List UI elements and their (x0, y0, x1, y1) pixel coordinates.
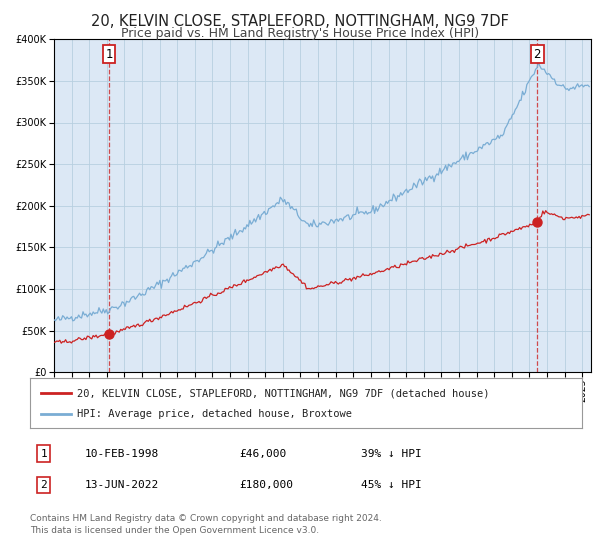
Text: This data is licensed under the Open Government Licence v3.0.: This data is licensed under the Open Gov… (30, 525, 319, 535)
Text: 39% ↓ HPI: 39% ↓ HPI (361, 449, 422, 459)
Text: HPI: Average price, detached house, Broxtowe: HPI: Average price, detached house, Brox… (77, 409, 352, 419)
Text: 2: 2 (40, 480, 47, 490)
Text: Price paid vs. HM Land Registry's House Price Index (HPI): Price paid vs. HM Land Registry's House … (121, 27, 479, 40)
Text: 2: 2 (533, 48, 541, 60)
Text: 20, KELVIN CLOSE, STAPLEFORD, NOTTINGHAM, NG9 7DF: 20, KELVIN CLOSE, STAPLEFORD, NOTTINGHAM… (91, 14, 509, 29)
Text: 45% ↓ HPI: 45% ↓ HPI (361, 480, 422, 490)
Text: £46,000: £46,000 (240, 449, 287, 459)
Text: 20, KELVIN CLOSE, STAPLEFORD, NOTTINGHAM, NG9 7DF (detached house): 20, KELVIN CLOSE, STAPLEFORD, NOTTINGHAM… (77, 388, 490, 398)
Text: £180,000: £180,000 (240, 480, 294, 490)
Text: Contains HM Land Registry data © Crown copyright and database right 2024.: Contains HM Land Registry data © Crown c… (30, 514, 382, 523)
Text: 1: 1 (40, 449, 47, 459)
Text: 13-JUN-2022: 13-JUN-2022 (85, 480, 160, 490)
Text: 10-FEB-1998: 10-FEB-1998 (85, 449, 160, 459)
Text: 1: 1 (105, 48, 113, 60)
